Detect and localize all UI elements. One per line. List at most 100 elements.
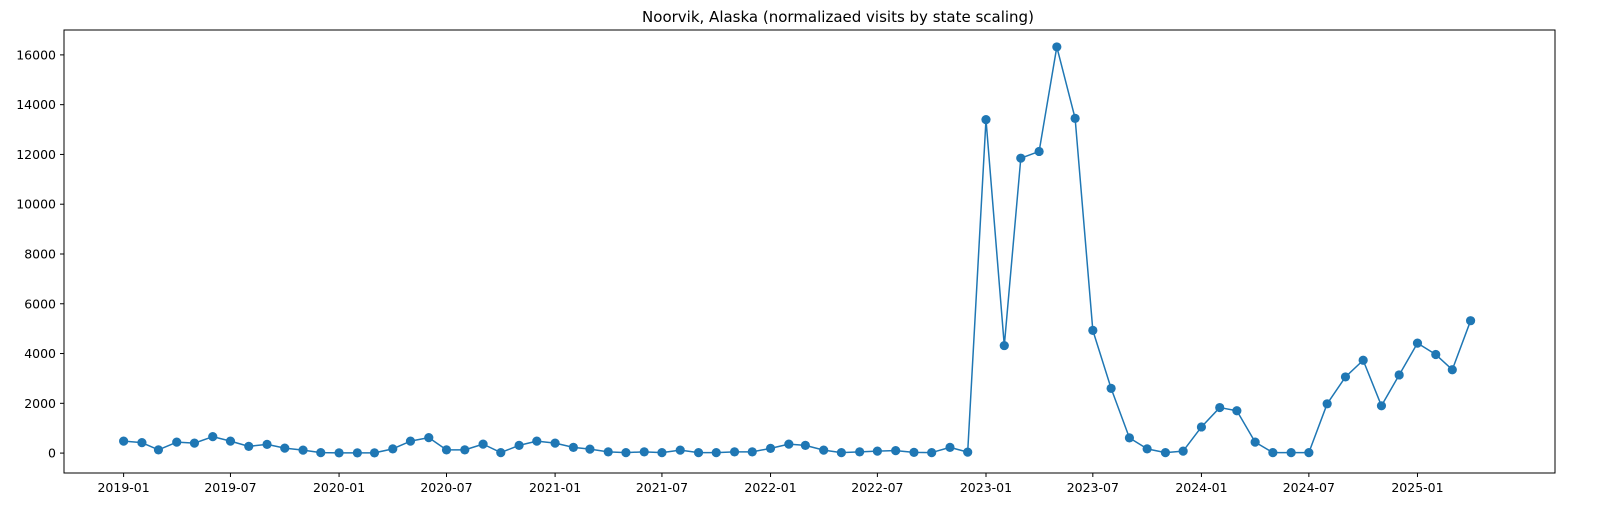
data-point [550,438,560,448]
data-point [891,446,901,456]
data-point [1358,355,1368,365]
data-point [819,445,829,455]
data-point [639,447,649,457]
x-tick-label: 2020-07 [420,480,472,495]
data-point [280,443,290,453]
data-point [1340,372,1351,382]
x-tick-label: 2025-01 [1391,480,1443,495]
data-point [1052,42,1062,52]
x-tick-label: 2021-07 [636,480,688,495]
y-tick-label: 2000 [24,396,56,411]
data-point [909,447,919,457]
data-point [621,447,631,458]
data-point [765,443,776,453]
data-point [1431,349,1441,360]
data-point [747,447,757,457]
data-point [172,437,182,447]
data-point [784,439,794,449]
data-point [514,440,524,450]
data-point [1286,447,1296,458]
data-point [927,447,937,458]
data-point [137,438,147,448]
data-point [441,445,452,455]
data-point [711,447,721,458]
data-point [1142,444,1152,454]
data-point [496,447,506,458]
data-point [352,448,362,458]
data-point [119,436,129,446]
data-point [963,447,973,457]
data-point [657,447,667,458]
data-point [693,447,704,458]
data-point [1394,370,1404,380]
data-point [1160,447,1171,458]
data-point [478,439,488,449]
data-point [369,448,380,458]
y-tick-label: 10000 [16,197,56,212]
data-point [189,438,200,448]
chart-title: Noorvik, Alaska (normalizaed visits by s… [642,8,1034,26]
data-point [1465,316,1476,326]
x-tick-label: 2024-07 [1283,480,1335,495]
data-point [1088,325,1098,335]
data-point [1268,447,1278,458]
data-point [1304,447,1314,458]
data-point [316,447,326,458]
data-point [999,340,1009,351]
data-point [405,436,416,446]
x-tick-label: 2023-07 [1067,480,1119,495]
data-point [225,436,236,446]
data-point [836,447,846,458]
data-point [1016,153,1026,163]
data-point [1376,401,1387,411]
data-point [424,433,434,443]
y-tick-label: 16000 [16,47,56,62]
data-point [1250,437,1260,447]
data-point [532,436,542,446]
data-point [872,446,882,456]
data-point [1412,338,1423,348]
data-point [568,442,579,452]
y-tick-label: 6000 [24,296,56,311]
data-point [244,441,254,451]
plot-area: 0 2000 4000 6000 8000 10000 12000 14000 16000 201… [16,29,1556,495]
data-point [585,444,595,454]
data-point [262,439,272,449]
data-point [855,447,865,457]
x-tick-label: 2021-01 [529,480,581,495]
axes-frame [63,29,1556,474]
data-point [1322,399,1332,409]
data-point [298,445,308,455]
data-point [1447,365,1457,375]
data-point [388,444,398,454]
y-tick-label: 0 [48,446,56,461]
x-tick-label: 2020-01 [313,480,365,495]
data-point [1070,113,1080,123]
data-point [1215,402,1225,413]
x-tick-label: 2019-01 [97,480,149,495]
data-point [800,440,810,450]
data-point [334,448,344,458]
data-point [729,447,740,457]
data-point [603,447,613,457]
data-point [153,445,164,455]
data-point [1034,146,1044,157]
y-tick-label: 4000 [24,346,56,361]
x-tick-label: 2024-01 [1175,480,1227,495]
x-tick-label: 2019-07 [204,480,256,495]
data-point [1232,406,1242,416]
data-point [460,445,470,455]
x-tick-label: 2023-01 [960,480,1012,495]
data-point [208,432,218,442]
series-line [123,46,1472,454]
data-point [945,442,955,452]
x-tick-label: 2022-01 [744,480,796,495]
data-point [675,445,685,455]
y-tick-label: 14000 [16,97,56,112]
data-point [1178,446,1188,456]
x-tick-label: 2022-07 [851,480,903,495]
data-point [1196,422,1207,432]
